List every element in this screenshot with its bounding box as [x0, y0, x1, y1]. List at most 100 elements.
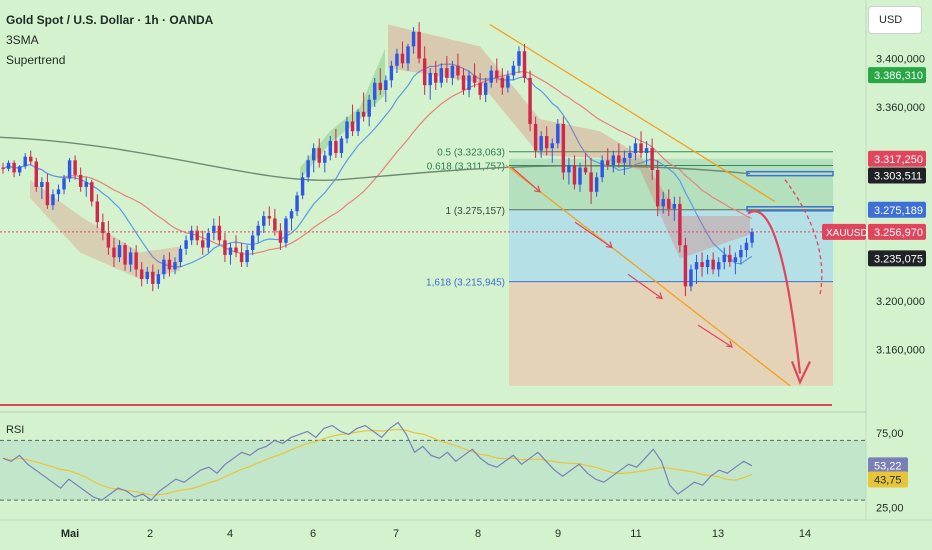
candle-body [101, 222, 105, 234]
candle-body [445, 68, 449, 78]
supertrend-down-zone [388, 24, 750, 259]
candle-body [173, 262, 177, 270]
candle-body [744, 242, 749, 250]
candle-body [644, 148, 649, 154]
candle-body [339, 138, 344, 154]
supertrend-up-zone [300, 48, 385, 180]
candle-body [234, 247, 238, 253]
candle-body [178, 248, 183, 263]
x-tick-label: 4 [227, 528, 233, 540]
y-tick-label: 3.160,000 [876, 344, 925, 356]
fib-label-2: 1 (3.275,157) [446, 206, 506, 217]
candle-body [245, 250, 249, 263]
candle-body [533, 123, 538, 151]
price-label-5: 3.235,075 [874, 253, 923, 265]
candle-body [12, 162, 16, 173]
candle-body [45, 182, 50, 206]
candle-body [700, 262, 704, 267]
candle-body [6, 162, 11, 169]
candle-body [672, 203, 677, 209]
candle-body [373, 82, 377, 100]
candle-body [400, 53, 405, 64]
candle-body [117, 245, 122, 258]
x-tick-label: 14 [799, 528, 811, 540]
candle-body [395, 53, 399, 66]
x-tick-label: 13 [712, 528, 724, 540]
candle-body [156, 274, 161, 284]
rsi-value-0: 53,22 [874, 460, 902, 472]
price-label-3: 3.275,189 [874, 205, 923, 217]
trend-arrow [697, 324, 733, 348]
candle-body [73, 160, 77, 175]
candle-body [317, 148, 321, 163]
candle-body [500, 77, 505, 88]
candle-body [361, 111, 366, 117]
candle-body [306, 160, 310, 178]
candle-body [472, 75, 477, 83]
candle-body [517, 51, 521, 66]
candle-body [189, 230, 194, 241]
candle-body [23, 156, 27, 167]
candle-body [572, 165, 577, 185]
candle-body [106, 233, 111, 248]
candle-body [128, 252, 133, 265]
candle-body [489, 70, 493, 83]
rsi-value-1: 43,75 [874, 475, 902, 487]
candle-body [78, 174, 83, 187]
candle-body [212, 225, 216, 234]
candle-body [334, 140, 338, 154]
candle-body [256, 225, 260, 236]
indicator-sma[interactable]: 3SMA [6, 33, 39, 47]
candle-body [422, 58, 427, 86]
candle-body [40, 182, 44, 187]
candle-body [589, 172, 593, 192]
candle-body [151, 271, 155, 284]
candle-body [722, 254, 726, 263]
candle-body [95, 201, 100, 223]
candle-body [567, 165, 571, 173]
candle-body [250, 235, 255, 250]
price-label-bg [868, 150, 926, 167]
candle-body [162, 259, 166, 275]
candle-body [217, 225, 222, 241]
candle-body [750, 231, 754, 243]
rsi-value-bg [868, 471, 908, 488]
candle-body [689, 269, 693, 287]
trend-arrow-head [605, 241, 613, 249]
x-tick-label: 2 [147, 528, 153, 540]
fib-label-1: 0.618 (3.311,757) [427, 161, 505, 172]
candle-body [495, 70, 499, 78]
candle-body [167, 259, 172, 270]
candle-body [350, 121, 355, 132]
candle-body [561, 123, 566, 173]
supertrend-down-zone-early [30, 179, 180, 280]
candle-body [289, 211, 294, 219]
forecast-arrow [747, 210, 802, 374]
candle-body [456, 65, 460, 76]
candle-body [67, 160, 72, 179]
candle-body [123, 245, 127, 265]
candle-body [655, 170, 660, 207]
candle-body [583, 167, 588, 173]
candle-body [683, 245, 688, 287]
forecast-arrow-head [790, 361, 811, 385]
candle-body [112, 247, 116, 258]
rsi-title: RSI [6, 424, 25, 436]
x-tick-label: 7 [393, 528, 399, 540]
chart-legend: Gold Spot / U.S. Dollar · 1h · OANDA 3SM… [6, 10, 213, 70]
currency-button[interactable]: USD [868, 6, 922, 34]
candle-body [323, 155, 327, 163]
candle-body [367, 99, 371, 117]
candle-body [62, 178, 66, 190]
candle-body [728, 254, 732, 263]
rsi-band [0, 440, 866, 501]
trend-arrow [627, 273, 663, 299]
indicator-supertrend[interactable]: Supertrend [6, 53, 66, 67]
price-label-2: 3.303,511 [874, 170, 922, 182]
candle-body [17, 166, 22, 173]
candle-body [34, 161, 39, 187]
price-label-1: 3.317,250 [874, 154, 923, 166]
candle-body [345, 121, 349, 139]
candle-body [667, 199, 671, 209]
